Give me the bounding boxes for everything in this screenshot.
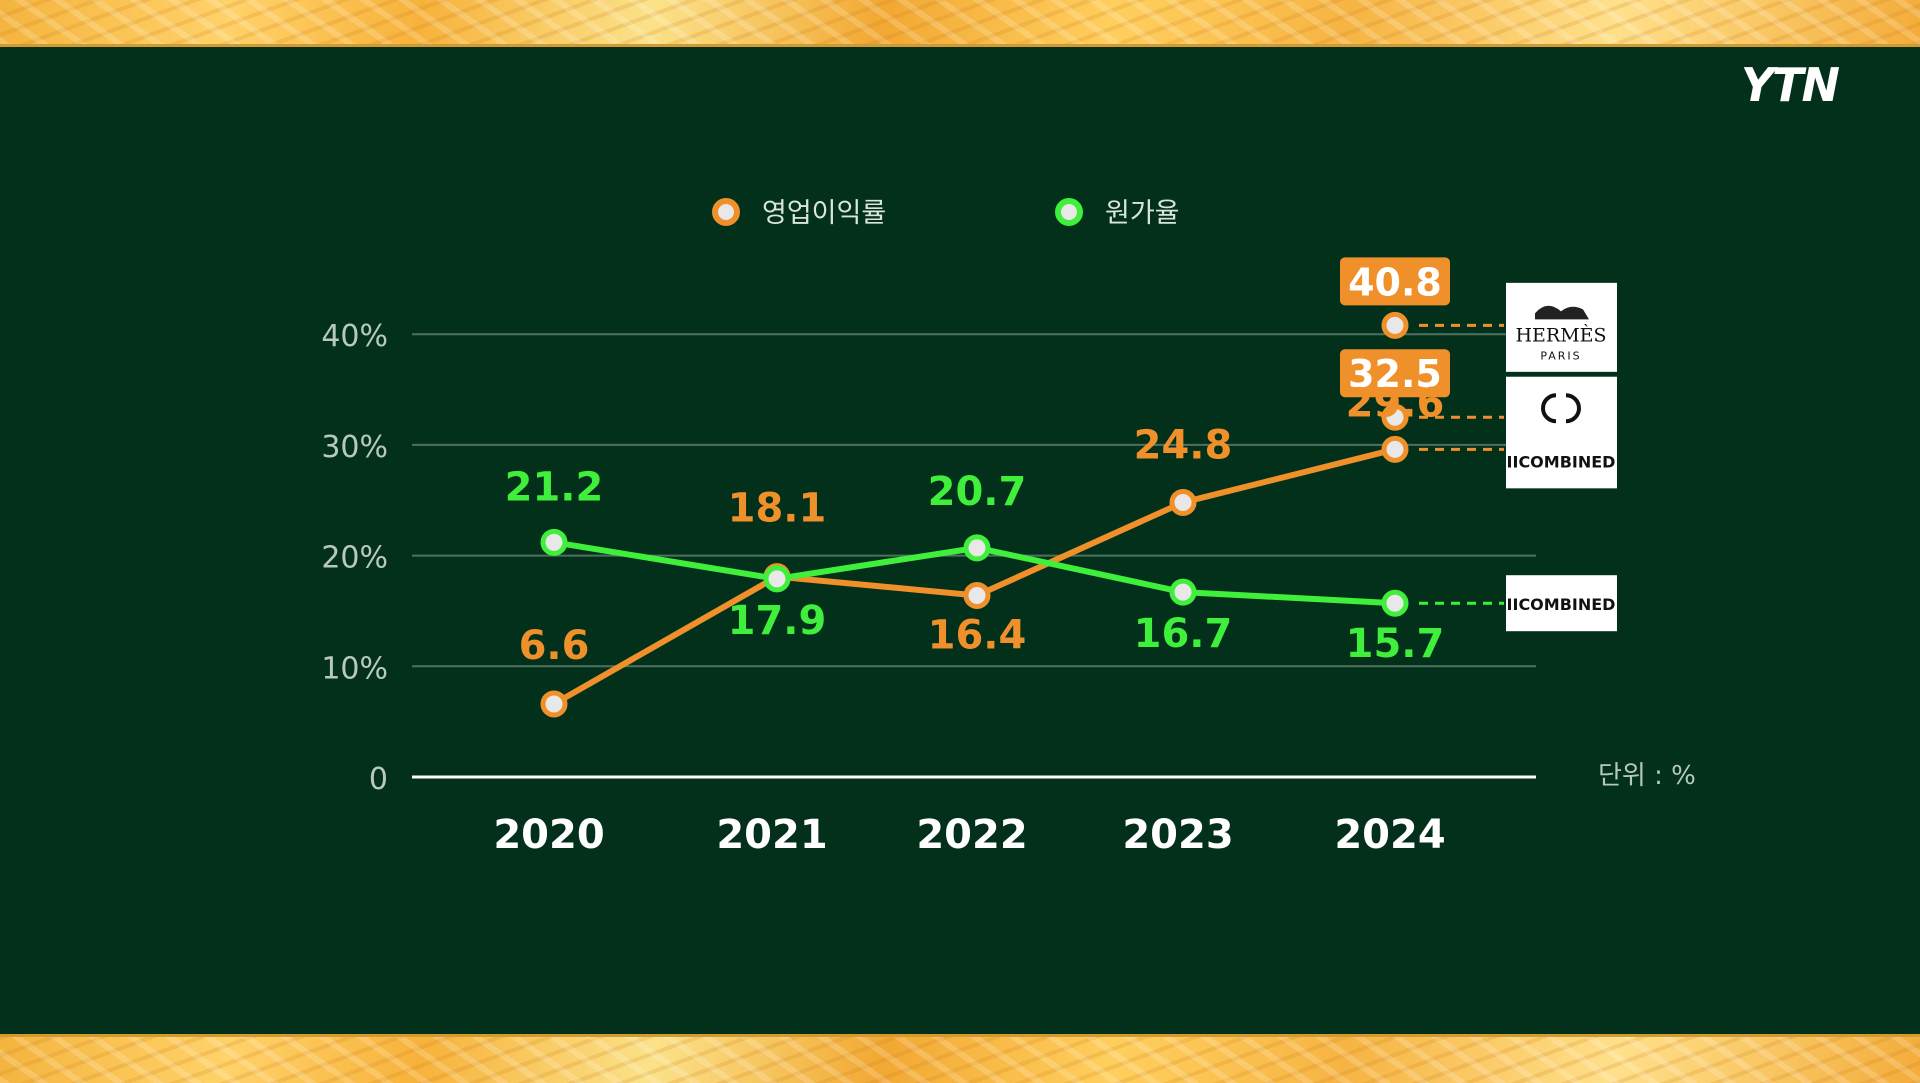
combined-logo-text: IICOMBINED <box>1507 595 1616 614</box>
data-label: 17.9 <box>728 598 827 644</box>
x-tick-label: 2021 <box>716 812 827 858</box>
unit-note: 단위 : % <box>1598 761 1696 791</box>
data-label: 16.4 <box>928 612 1027 658</box>
highlight-value-label: 40.8 <box>1348 260 1442 304</box>
highlight-badge <box>1340 349 1450 398</box>
y-tick-label: 0 <box>369 762 388 797</box>
data-point <box>763 565 791 593</box>
bottom-decorative-band <box>0 1034 1920 1083</box>
legend-label: 원가율 <box>1105 198 1180 229</box>
hermes-logo-box <box>1506 282 1617 372</box>
chanel-cc-icon <box>1565 393 1581 424</box>
y-tick-label: 20% <box>321 541 388 576</box>
combined-logo-box <box>1506 575 1617 632</box>
x-tick-label: 2024 <box>1334 812 1445 858</box>
highlight-value-label: 32.5 <box>1348 352 1442 396</box>
data-point <box>540 528 568 556</box>
legend-marker <box>712 198 740 226</box>
hermes-carriage-icon <box>1535 305 1589 320</box>
x-tick-label: 2023 <box>1122 812 1233 858</box>
data-label: 24.8 <box>1134 422 1233 468</box>
data-point <box>1381 435 1409 463</box>
x-tick-label: 2022 <box>916 812 1027 858</box>
highlight-point <box>1381 403 1409 431</box>
legend-label: 영업이익률 <box>762 198 886 229</box>
y-tick-label: 10% <box>321 651 388 686</box>
data-label: 21.2 <box>505 464 604 510</box>
top-decorative-band <box>0 0 1920 47</box>
y-tick-label: 30% <box>321 430 388 465</box>
hermes-logo-subtext: PARIS <box>1540 349 1581 362</box>
data-point <box>1169 578 1197 606</box>
y-tick-label: 40% <box>321 319 388 354</box>
combined-logo-box <box>1506 432 1617 489</box>
data-label: 6.6 <box>519 623 590 669</box>
highlight-badge <box>1340 257 1450 306</box>
data-label: 15.7 <box>1346 621 1445 667</box>
ytn-logo: YTN <box>1740 58 1840 112</box>
data-label: 18.1 <box>728 486 827 532</box>
legend-marker <box>1055 198 1083 226</box>
hermes-logo-text: HERMÈS <box>1515 323 1606 346</box>
data-label: 20.7 <box>928 469 1027 515</box>
data-label: 29.6 <box>1346 380 1445 426</box>
data-label: 16.7 <box>1134 611 1233 657</box>
highlight-point <box>1381 311 1409 339</box>
x-tick-label: 2020 <box>493 812 604 858</box>
data-point <box>1381 589 1409 617</box>
combined-logo-text: IICOMBINED <box>1507 452 1616 471</box>
data-point <box>1169 488 1197 516</box>
data-point <box>540 690 568 718</box>
data-point <box>963 581 991 609</box>
data-point <box>963 534 991 562</box>
chanel-cc-icon <box>1541 393 1557 424</box>
